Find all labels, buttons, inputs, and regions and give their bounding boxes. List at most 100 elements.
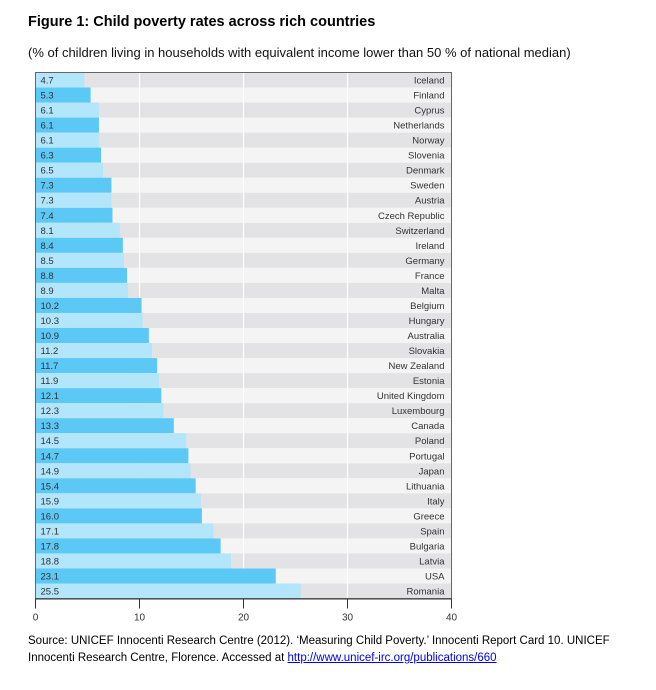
value-label: 4.7 — [41, 76, 54, 87]
value-label: 7.3 — [41, 196, 54, 207]
value-label: 11.7 — [41, 361, 59, 372]
source-text: Source: UNICEF Innocenti Research Centre… — [28, 635, 610, 664]
category-label: Australia — [408, 331, 446, 342]
value-label: 14.7 — [41, 451, 60, 462]
value-label: 7.3 — [41, 181, 54, 192]
bar — [35, 102, 99, 118]
category-label: Malta — [421, 286, 445, 297]
bar — [35, 538, 221, 554]
x-tick-label: 30 — [342, 613, 354, 624]
category-label: Romania — [406, 587, 445, 598]
category-label: Ireland — [415, 241, 444, 252]
value-label: 6.1 — [41, 106, 54, 117]
bar — [35, 358, 158, 374]
category-label: Hungary — [409, 316, 445, 327]
bar — [35, 448, 189, 464]
category-label: Japan — [419, 466, 445, 477]
value-label: 6.1 — [41, 136, 54, 147]
bar — [35, 553, 232, 569]
value-label: 14.9 — [41, 466, 60, 477]
category-label: USA — [425, 571, 445, 582]
category-label: Canada — [411, 421, 445, 432]
bar — [35, 297, 142, 313]
bar — [35, 343, 152, 359]
value-label: 23.1 — [41, 571, 60, 582]
value-label: 17.8 — [41, 541, 60, 552]
value-label: 13.3 — [41, 421, 60, 432]
bar — [35, 282, 129, 298]
bar — [35, 132, 99, 148]
bar — [35, 433, 187, 449]
category-label: Germany — [405, 256, 444, 267]
chart-title: Figure 1: Child poverty rates across ric… — [28, 14, 376, 30]
x-tick-label: 40 — [446, 613, 458, 624]
value-label: 10.3 — [41, 316, 60, 327]
bar — [35, 373, 160, 389]
value-label: 15.9 — [41, 496, 60, 507]
bar — [35, 147, 102, 163]
bar — [35, 312, 143, 329]
bar — [35, 162, 104, 178]
category-label: Lithuania — [406, 481, 445, 492]
bar — [35, 463, 191, 479]
bar — [35, 192, 112, 208]
value-label: 8.8 — [41, 271, 54, 282]
category-label: Belgium — [410, 301, 444, 312]
category-label: Spain — [420, 526, 444, 537]
category-label: Norway — [412, 136, 444, 147]
value-label: 8.9 — [41, 286, 54, 297]
value-label: 14.5 — [41, 436, 60, 447]
bar — [35, 222, 120, 238]
value-label: 25.5 — [41, 587, 60, 598]
bar — [35, 267, 128, 283]
value-label: 6.3 — [41, 151, 54, 162]
bar — [35, 252, 124, 268]
chart-subtitle: (% of children living in households with… — [28, 45, 571, 60]
category-label: France — [415, 271, 445, 282]
category-label: Estonia — [413, 376, 445, 387]
bar — [35, 207, 113, 223]
value-label: 8.4 — [41, 241, 54, 252]
category-label: Denmark — [406, 166, 445, 177]
category-label: Netherlands — [393, 121, 444, 132]
category-label: Portugal — [409, 451, 444, 462]
bar — [35, 478, 196, 494]
category-label: Austria — [415, 196, 445, 207]
bar — [35, 177, 112, 193]
value-label: 8.1 — [41, 226, 54, 237]
value-label: 8.5 — [41, 256, 54, 267]
value-label: 6.5 — [41, 166, 54, 177]
value-label: 17.1 — [41, 526, 60, 537]
category-label: Slovakia — [409, 346, 446, 357]
bar — [35, 418, 174, 434]
category-label: United Kingdom — [377, 391, 445, 402]
bar — [35, 568, 276, 584]
bar — [35, 117, 99, 133]
value-label: 15.4 — [41, 481, 60, 492]
category-label: Latvia — [419, 556, 445, 567]
value-label: 5.3 — [41, 91, 54, 102]
category-label: Sweden — [410, 181, 444, 192]
bar-chart: 4.7 Iceland 5.3 Finland 6.1 Cyprus 6.1 Netherla… — [33, 72, 458, 624]
category-label: Czech Republic — [378, 211, 445, 222]
value-label: 10.2 — [41, 301, 60, 312]
bar — [35, 403, 164, 419]
value-label: 10.9 — [41, 331, 60, 342]
value-label: 6.1 — [41, 121, 54, 132]
category-label: New Zealand — [389, 361, 445, 372]
category-label: Luxembourg — [392, 406, 445, 417]
value-label: 11.2 — [41, 346, 59, 357]
source-note: Source: UNICEF Innocenti Research Centre… — [28, 633, 648, 667]
value-label: 11.9 — [41, 376, 59, 387]
value-label: 18.8 — [41, 556, 60, 567]
value-label: 12.1 — [41, 391, 60, 402]
source-link[interactable]: http://www.unicef-irc.org/publications/6… — [287, 652, 497, 664]
category-label: Finland — [413, 91, 444, 102]
category-label: Bulgaria — [410, 541, 446, 552]
bar — [35, 523, 214, 539]
bar — [35, 87, 91, 103]
x-tick-label: 20 — [238, 613, 250, 624]
bar — [35, 508, 202, 524]
bar — [35, 493, 201, 509]
category-label: Greece — [413, 511, 444, 522]
